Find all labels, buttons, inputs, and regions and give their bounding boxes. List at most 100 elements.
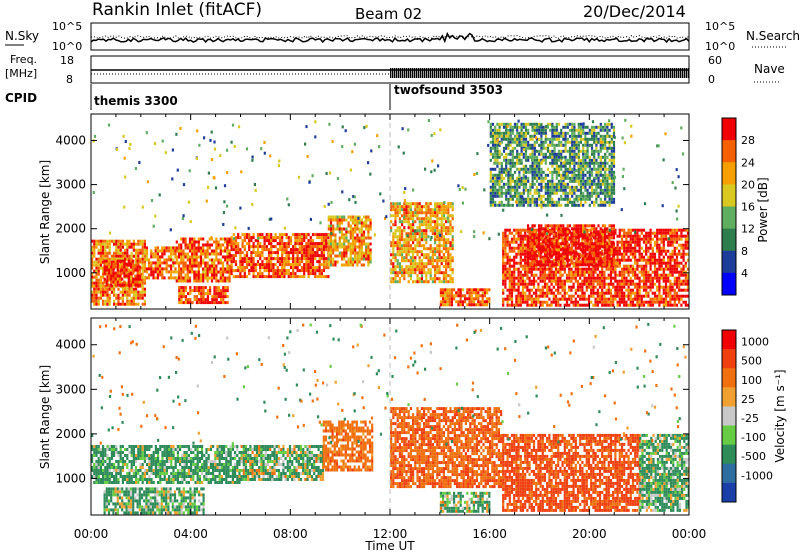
- heatmap-cell: [298, 251, 301, 255]
- heatmap-cell: [561, 237, 564, 241]
- heatmap-cell: [506, 288, 509, 292]
- heatmap-cell: [272, 236, 275, 240]
- heatmap-cell: [215, 270, 218, 274]
- heatmap-cell: [416, 229, 419, 233]
- heatmap-cell: [548, 288, 551, 292]
- heatmap-cell: [579, 252, 582, 256]
- heatmap-cell: [141, 278, 144, 282]
- heatmap-cell: [442, 205, 445, 209]
- heatmap-cell: [143, 290, 146, 294]
- heatmap-cell: [529, 236, 532, 240]
- heatmap-cell: [510, 279, 514, 283]
- heatmap-cell: [272, 257, 275, 261]
- heatmap-cell: [99, 266, 102, 270]
- heatmap-cell: [186, 264, 189, 268]
- heatmap-cell: [517, 246, 520, 250]
- heatmap-cell: [325, 248, 328, 252]
- heatmap-cell: [141, 257, 144, 261]
- heatmap-cell: [682, 243, 685, 247]
- heatmap-cell: [649, 285, 652, 289]
- heatmap-cell: [307, 257, 310, 261]
- heatmap-cell: [97, 260, 100, 264]
- heatmap-cell: [354, 257, 357, 261]
- nave-bar: [562, 68, 564, 78]
- heatmap-cell: [517, 291, 520, 295]
- heatmap-cell: [390, 271, 393, 275]
- heatmap-cell: [156, 267, 159, 271]
- heatmap-cell: [638, 270, 641, 274]
- heatmap-cell: [448, 288, 451, 292]
- heatmap-cell: [365, 215, 368, 219]
- heatmap-cell: [347, 230, 350, 234]
- nave-bar: [668, 68, 670, 78]
- heatmap-cell: [552, 279, 555, 283]
- heatmap-cell: [392, 232, 395, 236]
- heatmap-cell: [564, 239, 567, 243]
- heatmap-cell: [577, 227, 580, 231]
- heatmap-cell: [289, 257, 293, 261]
- heatmap-cell: [261, 260, 264, 264]
- heatmap-cell: [407, 274, 410, 278]
- heatmap-cell: [114, 262, 117, 266]
- heatmap-cell: [281, 236, 284, 240]
- heatmap-cell: [349, 215, 352, 219]
- heatmap-cell: [651, 231, 654, 235]
- heatmap-cell: [559, 282, 562, 286]
- heatmap-cell: [616, 261, 619, 265]
- nave-bar: [470, 68, 472, 78]
- heatmap-cell: [504, 279, 507, 283]
- heatmap-cell: [332, 239, 335, 243]
- heatmap-cell: [267, 239, 271, 243]
- heatmap-cell: [528, 282, 531, 286]
- heatmap-cell: [425, 202, 428, 206]
- heatmap-cell: [156, 255, 159, 259]
- heatmap-cell: [667, 231, 670, 235]
- heatmap-cell: [311, 266, 315, 270]
- heatmap-cell: [347, 215, 350, 219]
- heatmap-cell: [638, 294, 641, 298]
- heatmap-cell: [224, 289, 227, 293]
- heatmap-cell: [93, 284, 96, 288]
- heatmap-cell: [340, 236, 344, 240]
- heatmap-cell: [210, 243, 214, 247]
- heatmap-cell: [412, 250, 415, 254]
- heatmap-cell: [671, 294, 674, 298]
- beam-label: Beam 02: [355, 5, 422, 23]
- heatmap-cell: [392, 247, 395, 251]
- heatmap-cell: [93, 269, 96, 273]
- heatmap-cell: [459, 294, 462, 298]
- heatmap-cell: [664, 261, 668, 265]
- heatmap-cell: [590, 288, 593, 292]
- heatmap-cell: [241, 233, 244, 237]
- heatmap-cell: [340, 257, 344, 261]
- heatmap-cell: [224, 246, 227, 250]
- heatmap-cell: [645, 300, 648, 304]
- heatmap-cell: [270, 236, 273, 240]
- heatmap-cell: [618, 279, 621, 283]
- heatmap-cell: [598, 294, 602, 298]
- heatmap-cell: [234, 245, 238, 249]
- heatmap-cell: [392, 205, 395, 209]
- heatmap-cell: [213, 261, 216, 265]
- heatmap-cell: [423, 247, 426, 251]
- heatmap-cell: [182, 258, 185, 262]
- heatmap-cell: [504, 255, 507, 259]
- heatmap-cell: [678, 279, 681, 283]
- heatmap-cell: [243, 233, 246, 237]
- heatmap-cell: [118, 259, 122, 263]
- heatmap-cell: [219, 237, 222, 241]
- heatmap-cell: [629, 267, 632, 271]
- heatmap-cell: [267, 242, 271, 246]
- heatmap-cell: [623, 267, 626, 271]
- heatmap-cell: [636, 303, 639, 307]
- heatmap-cell: [568, 285, 571, 289]
- heatmap-cell: [515, 276, 518, 280]
- heatmap-cell: [303, 251, 306, 255]
- heatmap-cell: [598, 285, 602, 289]
- heatmap-cell: [538, 245, 541, 249]
- heatmap-cell: [658, 261, 661, 265]
- heatmap-cell: [195, 249, 198, 253]
- heatmap-cell: [394, 223, 397, 227]
- heatmap-cell: [451, 235, 454, 239]
- heatmap-cell: [577, 260, 580, 264]
